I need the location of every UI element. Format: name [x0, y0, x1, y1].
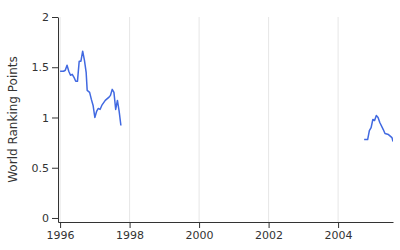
tick-mark — [52, 117, 58, 118]
tick-mark — [338, 222, 339, 228]
x-axis: 1996 1998 2000 2002 2004 — [47, 222, 394, 242]
tick-label: 2002 — [255, 229, 283, 242]
tick-label: 2 — [42, 11, 49, 24]
tick-label: 1996 — [47, 229, 75, 242]
tick: 2 — [42, 11, 58, 24]
tick: 2002 — [255, 222, 283, 242]
chart: 1996 1998 2000 2002 2004 0 0.5 1 1.5 2 World Ranki… — [0, 0, 400, 250]
tick-label: 2004 — [325, 229, 353, 242]
tick: 0 — [42, 212, 58, 225]
tick: 1 — [42, 112, 58, 125]
tick-mark — [52, 17, 58, 18]
grid-line — [199, 17, 200, 222]
line — [60, 51, 393, 141]
tick-mark — [52, 67, 58, 68]
tick: 0.5 — [32, 162, 59, 175]
y-axis: 0 0.5 1 1.5 2 — [32, 11, 59, 225]
tick: 1998 — [116, 222, 144, 242]
tick: 2000 — [186, 222, 214, 242]
tick-label: 1998 — [116, 229, 144, 242]
tick-mark — [199, 222, 200, 228]
tick-mark — [269, 222, 270, 228]
tick-label: 1.5 — [32, 61, 50, 74]
tick: 1996 — [47, 222, 75, 242]
axis-line — [59, 222, 394, 223]
tick: 2004 — [325, 222, 353, 242]
grid-line — [60, 17, 61, 222]
tick-mark — [52, 168, 58, 169]
tick-label: 0.5 — [32, 162, 50, 175]
grid-line — [338, 17, 339, 222]
grid — [60, 17, 338, 222]
plot: 1996 1998 2000 2002 2004 0 0.5 1 1.5 2 — [32, 11, 394, 242]
grid-line — [129, 17, 130, 222]
tick-label: 2000 — [186, 229, 214, 242]
y-axis-title: World Ranking Points — [6, 56, 20, 183]
tick-mark — [52, 218, 58, 219]
tick-label: 1 — [42, 112, 49, 125]
tick-label: 0 — [42, 212, 49, 225]
axis-line — [58, 18, 59, 223]
grid-line — [268, 17, 269, 222]
series — [60, 51, 393, 141]
tick: 1.5 — [32, 61, 59, 74]
tick-mark — [60, 222, 61, 228]
tick-mark — [130, 222, 131, 228]
